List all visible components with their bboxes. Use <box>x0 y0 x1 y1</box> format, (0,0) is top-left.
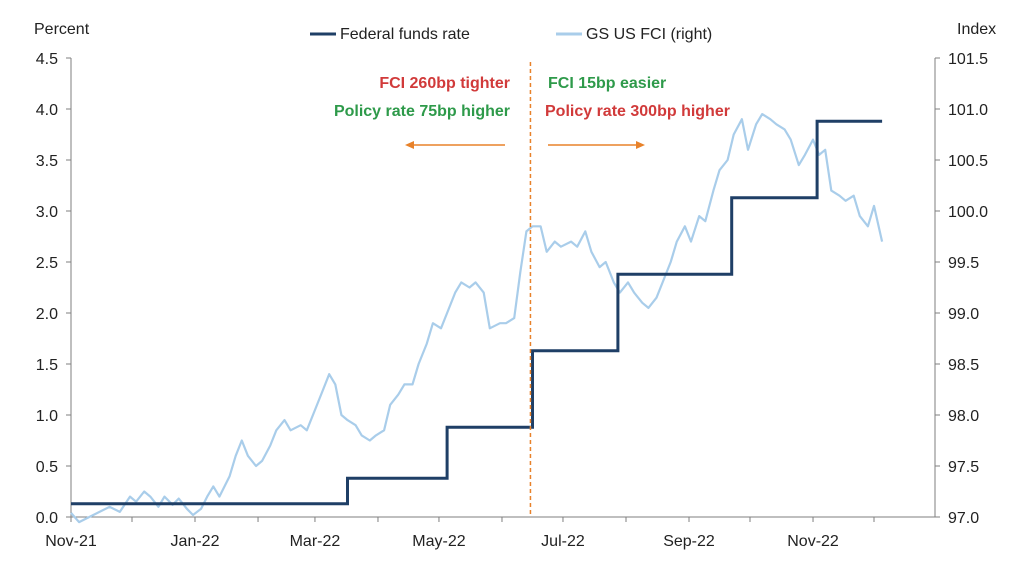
y-right-tick-label: 101.5 <box>948 51 988 68</box>
y-right-tick-label: 97.0 <box>948 510 979 527</box>
annotation-policy-75bp: Policy rate 75bp higher <box>334 103 510 120</box>
x-tick-label: Jan-22 <box>171 533 220 550</box>
y-left-tick-label: 4.0 <box>36 102 58 119</box>
y-right-tick-label: 97.5 <box>948 459 979 476</box>
y-left-tick-label: 3.0 <box>36 204 58 221</box>
annotation-fci-easier: FCI 15bp easier <box>548 75 666 92</box>
y-axis-right-label: Index <box>957 21 996 38</box>
series-line-fed-funds <box>71 119 883 506</box>
arrow-left-head <box>405 141 414 149</box>
legend-label-gs-fci: GS US FCI (right) <box>586 26 712 43</box>
y-left-tick-label: 0.0 <box>36 510 58 527</box>
annotation-fci-tighter: FCI 260bp tighter <box>379 75 510 92</box>
annotation-policy-300bp: Policy rate 300bp higher <box>545 103 730 120</box>
y-right-tick-label: 101.0 <box>948 102 988 119</box>
y-right-tick-label: 98.0 <box>948 408 979 425</box>
y-right-tick-label: 99.5 <box>948 255 979 272</box>
x-tick-label: Nov-21 <box>45 533 97 550</box>
x-tick-label: Nov-22 <box>787 533 839 550</box>
x-tick-label: May-22 <box>412 533 465 550</box>
arrow-right-head <box>636 141 645 149</box>
y-left-tick-label: 2.0 <box>36 306 58 323</box>
y-right-tick-label: 99.0 <box>948 306 979 323</box>
y-right-tick-label: 100.5 <box>948 153 988 170</box>
y-left-tick-label: 1.5 <box>36 357 58 374</box>
series-layer <box>70 62 884 524</box>
y-left-tick-label: 4.5 <box>36 51 58 68</box>
y-left-tick-label: 0.5 <box>36 459 58 476</box>
axes-layer: 0.0 0.5 1.0 1.5 2.0 2.5 3.0 3.5 4.0 4.5 97.0 97.5 98… <box>36 51 988 550</box>
y-left-tick-label: 2.5 <box>36 255 58 272</box>
x-tick-label: Sep-22 <box>663 533 715 550</box>
y-left-tick-label: 3.5 <box>36 153 58 170</box>
legend: Federal funds rate GS US FCI (right) <box>310 26 712 43</box>
x-tick-label: Mar-22 <box>290 533 341 550</box>
series-line-gs-fci <box>70 112 884 524</box>
y-axis-left-label: Percent <box>34 21 90 38</box>
y-left-tick-label: 1.0 <box>36 408 58 425</box>
x-tick-label: Jul-22 <box>541 533 585 550</box>
y-right-tick-label: 100.0 <box>948 204 988 221</box>
legend-label-fed-funds: Federal funds rate <box>340 26 470 43</box>
y-right-tick-label: 98.5 <box>948 357 979 374</box>
annotations: FCI 260bp tighter Policy rate 75bp highe… <box>334 75 730 149</box>
